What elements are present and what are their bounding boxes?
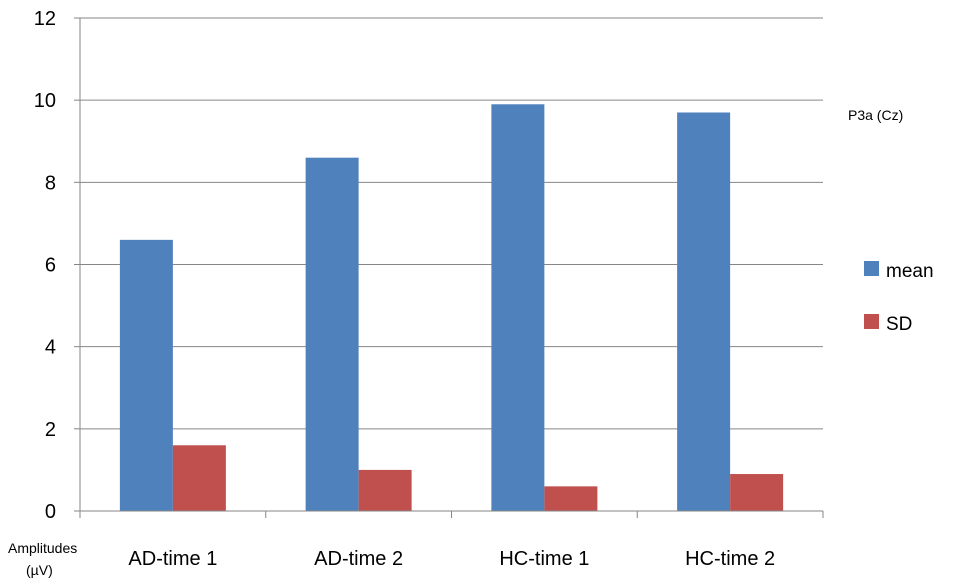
legend-label-mean: mean xyxy=(886,261,934,282)
legend-swatch-mean xyxy=(864,261,879,276)
bar-mean-2 xyxy=(305,157,359,511)
bar-sd-4 xyxy=(730,474,784,511)
x-category-label: AD-time 2 xyxy=(314,548,403,570)
x-category-label: AD-time 1 xyxy=(128,548,217,570)
chart-annotation: P3a (Cz) xyxy=(848,107,903,123)
bar-sd-1 xyxy=(172,445,226,511)
x-axis xyxy=(79,510,824,518)
x-axis-categories: AD-time 1 AD-time 2 HC-time 1 HC-time 2 xyxy=(128,548,775,570)
bars xyxy=(119,104,784,512)
y-tick-label: 2 xyxy=(45,419,56,441)
y-tick-label: 8 xyxy=(45,172,56,194)
legend: mean SD xyxy=(864,261,934,335)
y-axis-title: Amplitudes (µV) xyxy=(8,540,77,578)
y-tick-label: 6 xyxy=(45,255,56,277)
y-tick-label: 4 xyxy=(45,337,56,359)
y-tick-label: 0 xyxy=(45,501,56,523)
x-category-label: HC-time 2 xyxy=(685,548,775,570)
bar-mean-3 xyxy=(491,104,545,512)
bar-mean-1 xyxy=(119,239,173,511)
x-category-label: HC-time 1 xyxy=(499,548,589,570)
y-tick-label: 10 xyxy=(34,90,56,112)
bar-sd-3 xyxy=(544,486,598,511)
y-axis-title-line1: Amplitudes xyxy=(8,540,77,556)
bar-sd-2 xyxy=(358,469,412,511)
bar-mean-4 xyxy=(677,112,731,511)
y-axis-ticks: 0 2 4 6 8 10 12 xyxy=(34,8,81,523)
legend-label-sd: SD xyxy=(886,314,912,335)
y-tick-label: 12 xyxy=(34,8,56,30)
legend-swatch-sd xyxy=(864,314,879,329)
y-axis-title-line2: (µV) xyxy=(26,562,53,578)
